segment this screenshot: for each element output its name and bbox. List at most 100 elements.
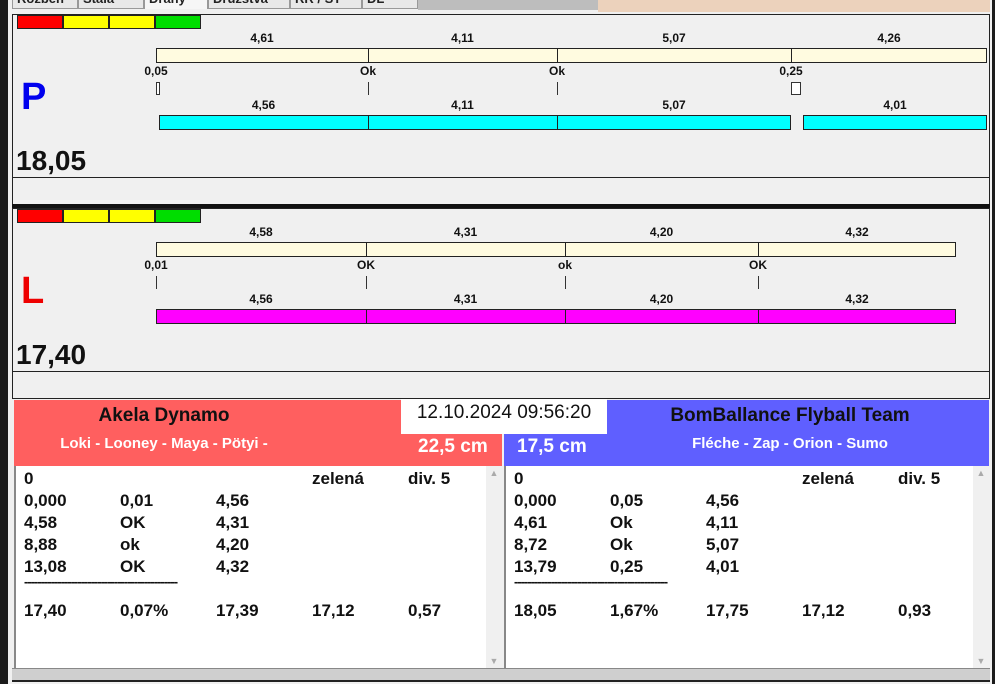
run-time-label: 4,31 xyxy=(453,292,478,306)
result-cell: ok xyxy=(120,535,140,554)
lane-divider xyxy=(12,177,990,178)
tab-2[interactable]: Dráhy xyxy=(144,0,208,9)
run-bar xyxy=(565,309,759,324)
result-cell: 4,56 xyxy=(706,491,740,510)
run-time-label: 4,20 xyxy=(649,292,674,306)
scroll-down-icon[interactable]: ▼ xyxy=(976,656,986,666)
reference-bar xyxy=(156,48,987,63)
run-bar xyxy=(366,309,566,324)
legend-swatch xyxy=(17,209,63,223)
team-jump-height: 22,5 cm xyxy=(418,436,488,457)
run-bar xyxy=(758,309,956,324)
team-jump-height: 17,5 cm xyxy=(517,436,587,457)
lane-letter: L xyxy=(21,270,45,312)
total-cell: 18,05 xyxy=(514,601,557,620)
lane-total-score: 17,40 xyxy=(16,339,87,370)
run-time-label: 4,56 xyxy=(249,292,273,306)
total-cell: 17,40 xyxy=(24,601,67,620)
total-cell: 1,67% xyxy=(610,601,659,620)
legend-swatch xyxy=(109,209,155,223)
result-cell: 4,11 xyxy=(706,513,739,532)
scroll-down-icon[interactable]: ▼ xyxy=(489,656,499,666)
scrollbar[interactable]: ▲ ▼ xyxy=(486,466,502,668)
pass-tick xyxy=(565,276,566,289)
scrollbar[interactable]: ▲ ▼ xyxy=(973,466,989,668)
result-cell: 4,58 xyxy=(24,513,58,532)
bar-divider xyxy=(557,49,558,62)
bar-divider xyxy=(565,243,566,256)
team-results-list[interactable]: 0 zelená div. 5 0,000 0,01 4,56 4,58 OK 4,31 8,88… xyxy=(14,466,502,668)
lane-divider xyxy=(12,371,990,372)
result-cell: 0,000 xyxy=(24,491,67,510)
total-cell: 17,12 xyxy=(312,601,355,620)
team-results-list[interactable]: 0 zelená div. 5 0,000 0,05 4,56 4,61 Ok 4,11 8,72… xyxy=(504,466,989,668)
team-dogs: Loki - Looney - Maya - Pötyi - xyxy=(60,435,268,452)
datetime: 12.10.2024 09:56:20 xyxy=(416,402,592,423)
pass-tick xyxy=(368,82,369,95)
result-cell: OK xyxy=(120,557,146,576)
total-cell: 0,57 xyxy=(408,601,442,620)
lane-P-panel xyxy=(12,14,990,206)
legend-swatch xyxy=(17,15,63,29)
bar-divider xyxy=(791,49,792,62)
top-time-label: 4,31 xyxy=(453,225,478,239)
bar-divider xyxy=(366,243,367,256)
legend-swatch xyxy=(63,15,109,29)
tab-4[interactable]: RR / ST xyxy=(290,0,362,9)
result-cell: div. 5 xyxy=(898,469,941,488)
tab-0[interactable]: Rozběh xyxy=(12,0,78,9)
separator-line: ----------------------------------------… xyxy=(24,574,178,589)
pass-tick xyxy=(156,276,157,289)
title-strip xyxy=(598,0,990,12)
result-cell: 4,61 xyxy=(514,513,548,532)
result-cell: Ok xyxy=(610,535,633,554)
total-cell: 0,07% xyxy=(120,601,169,620)
result-cell: 4,32 xyxy=(216,557,250,576)
lane-total-score: 18,05 xyxy=(16,145,87,176)
tab-5[interactable]: DL xyxy=(362,0,418,9)
scroll-up-icon[interactable]: ▲ xyxy=(489,468,499,478)
result-cell: 4,56 xyxy=(216,491,250,510)
tab-3[interactable]: Družstva xyxy=(208,0,290,9)
total-cell: 0,93 xyxy=(898,601,932,620)
result-cell: 0,05 xyxy=(610,491,644,510)
top-time-label: 4,61 xyxy=(250,31,274,45)
result-cell: zelená xyxy=(312,469,364,488)
result-cell: 13,79 xyxy=(514,557,557,576)
run-time-label: 4,32 xyxy=(845,292,869,306)
result-cell: zelená xyxy=(802,469,854,488)
tab-1[interactable]: Stála xyxy=(78,0,144,9)
scroll-up-icon[interactable]: ▲ xyxy=(976,468,986,478)
bar-divider xyxy=(368,49,369,62)
top-time-label: 5,07 xyxy=(662,31,686,45)
result-cell: 8,88 xyxy=(24,535,58,554)
run-time-label: 4,01 xyxy=(883,98,907,112)
result-cell: Ok xyxy=(610,513,633,532)
run-time-label: 5,07 xyxy=(662,98,686,112)
separator-line: ----------------------------------------… xyxy=(514,574,668,589)
top-time-label: 4,58 xyxy=(249,225,273,239)
total-cell: 17,12 xyxy=(802,601,845,620)
total-cell: 17,39 xyxy=(216,601,259,620)
legend-swatch xyxy=(155,15,201,29)
lane-separator xyxy=(12,204,990,208)
team-dogs: Fléche - Zap - Orion - Sumo xyxy=(692,435,888,452)
datetime-box: 12.10.2024 09:56:20 xyxy=(401,399,607,434)
reference-bar xyxy=(156,242,956,257)
pass-tick xyxy=(366,276,367,289)
run-bar xyxy=(159,115,369,130)
pass-label: Ok xyxy=(359,64,377,78)
run-time-label: 4,56 xyxy=(251,98,276,112)
result-cell: 13,08 xyxy=(24,557,67,576)
result-cell: 5,07 xyxy=(706,535,740,554)
pass-label: 0,25 xyxy=(779,64,803,78)
result-cell: 4,01 xyxy=(706,557,740,576)
result-cell: 0,25 xyxy=(610,557,644,576)
total-cell: 17,75 xyxy=(706,601,749,620)
pass-label: Ok xyxy=(548,64,566,78)
pass-label: 0,05 xyxy=(144,64,168,78)
pass-tick xyxy=(557,82,558,95)
run-bar xyxy=(156,309,367,324)
run-bar xyxy=(368,115,558,130)
lane-letter: P xyxy=(21,76,47,118)
